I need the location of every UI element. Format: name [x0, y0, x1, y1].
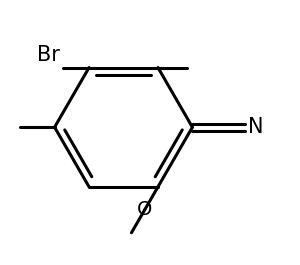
Text: O: O — [137, 200, 152, 219]
Text: N: N — [248, 117, 264, 137]
Text: Br: Br — [37, 45, 60, 65]
